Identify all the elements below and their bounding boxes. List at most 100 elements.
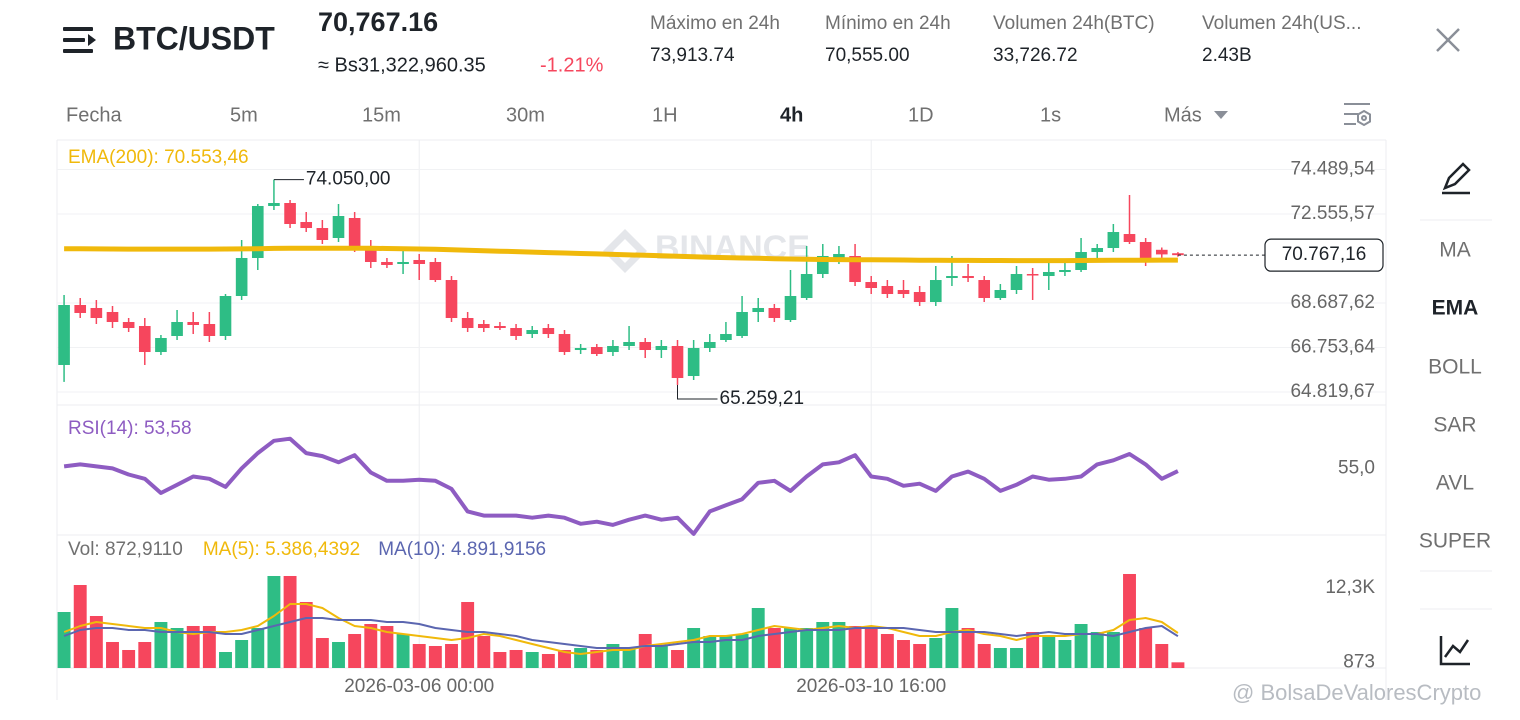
candle-body (833, 254, 845, 258)
draw-icon[interactable] (1442, 162, 1471, 195)
volume-bar (1010, 647, 1023, 668)
volume-title: Vol: 872,9110 (68, 539, 183, 560)
volume-bar (219, 651, 232, 668)
volume-bar (509, 649, 523, 668)
candle-body (445, 280, 458, 319)
candle-body (494, 326, 506, 329)
candle-body (946, 276, 958, 279)
y-tick-label: 74.489,54 (1290, 159, 1375, 180)
y-tick-label: 66.753,64 (1290, 337, 1375, 358)
candle-body (300, 222, 313, 229)
y-tick-label: 55,0 (1338, 457, 1375, 478)
low-label: 65.259,21 (720, 388, 805, 409)
tab[interactable]: 5m (230, 104, 258, 126)
volume-bar (154, 621, 168, 668)
candle-body (1091, 248, 1104, 253)
candle-body (929, 280, 942, 303)
volume-bar (735, 633, 749, 668)
volume-bar (412, 643, 426, 668)
tab[interactable]: Fecha (66, 104, 122, 126)
settings-icon[interactable] (1344, 103, 1371, 127)
tab[interactable]: 1s (1040, 104, 1061, 126)
candle-body (1123, 234, 1136, 243)
candle-body (461, 318, 474, 329)
candle-body (752, 307, 765, 312)
pair[interactable]: BTC/USDT (113, 20, 275, 56)
candle-body (106, 311, 119, 323)
candle-body (332, 216, 345, 238)
close-button[interactable] (1436, 28, 1460, 52)
price: 70,767.16 (318, 7, 438, 37)
high-label: 74.050,00 (306, 169, 391, 190)
volume-bar (1139, 627, 1153, 668)
candle-body (397, 261, 409, 264)
stat-value: 33,726.72 (993, 45, 1078, 66)
volume-bar (913, 643, 927, 668)
tab[interactable]: 30m (506, 104, 545, 126)
volume-bar (428, 645, 442, 668)
indicator[interactable]: MA (1439, 239, 1471, 262)
volume-bar (864, 625, 878, 668)
candle-body (978, 280, 991, 299)
volume-bar (380, 625, 394, 668)
volume-bar (574, 647, 588, 668)
volume-bar (897, 639, 910, 668)
volume-bar (138, 641, 152, 668)
indicator[interactable]: SUPER (1419, 530, 1491, 553)
tab[interactable]: 1H (652, 104, 678, 126)
x-tick-label: 2026-03-06 00:00 (344, 676, 494, 697)
candle-body (203, 324, 216, 336)
candle-body (155, 337, 167, 353)
stat-value: 73,913.74 (650, 45, 735, 66)
menu-icon[interactable] (63, 27, 96, 53)
volume-bar (687, 627, 701, 668)
watermark-logo (603, 229, 647, 273)
volume-bar (396, 633, 410, 668)
indicator-active[interactable]: EMA (1432, 297, 1479, 320)
volume-bar (961, 627, 975, 668)
volume-bar (816, 621, 830, 668)
indicator[interactable]: SAR (1433, 414, 1476, 437)
candle-body (429, 261, 442, 281)
indicator-line (64, 245, 1178, 264)
candle-body (1059, 270, 1071, 273)
volume-bar (929, 637, 943, 668)
candle-body (607, 346, 619, 353)
candle-body (284, 202, 296, 225)
candle-body (897, 289, 910, 295)
chart-icon[interactable] (1439, 636, 1470, 666)
fiat-price: ≈ Bs31,322,960.35 (318, 54, 486, 76)
candle-body (268, 202, 280, 206)
volume-bar (57, 611, 71, 668)
indicator-line (63, 603, 1179, 655)
volume-bar (800, 627, 814, 668)
candle-body (655, 346, 668, 351)
candle-body (639, 342, 652, 351)
tab[interactable]: Más (1164, 104, 1202, 126)
candle-body (90, 307, 103, 319)
volume-bar (848, 625, 862, 668)
volume-bar (703, 635, 717, 668)
volume-bar (945, 607, 959, 668)
indicator[interactable]: BOLL (1428, 356, 1482, 379)
indicator-line (63, 617, 1179, 649)
volume-bar (348, 633, 362, 668)
volume-bar (122, 649, 136, 668)
volume-bar (767, 627, 781, 668)
tab-active[interactable]: 4h (780, 104, 803, 126)
indicator-line (63, 436, 1179, 536)
tab[interactable]: 1D (908, 104, 934, 126)
candle-body (623, 342, 635, 347)
volume-bar (477, 635, 491, 668)
volume-bar (299, 601, 313, 668)
candle-body (849, 255, 861, 283)
candle-body (590, 347, 603, 355)
indicator[interactable]: AVL (1436, 472, 1474, 495)
tab[interactable]: 15m (362, 104, 401, 126)
candle-body (477, 324, 490, 329)
candle-body (235, 257, 248, 297)
candle-body (364, 248, 377, 262)
candle-body (962, 276, 974, 279)
y-tick-label: 12,3K (1325, 577, 1375, 598)
